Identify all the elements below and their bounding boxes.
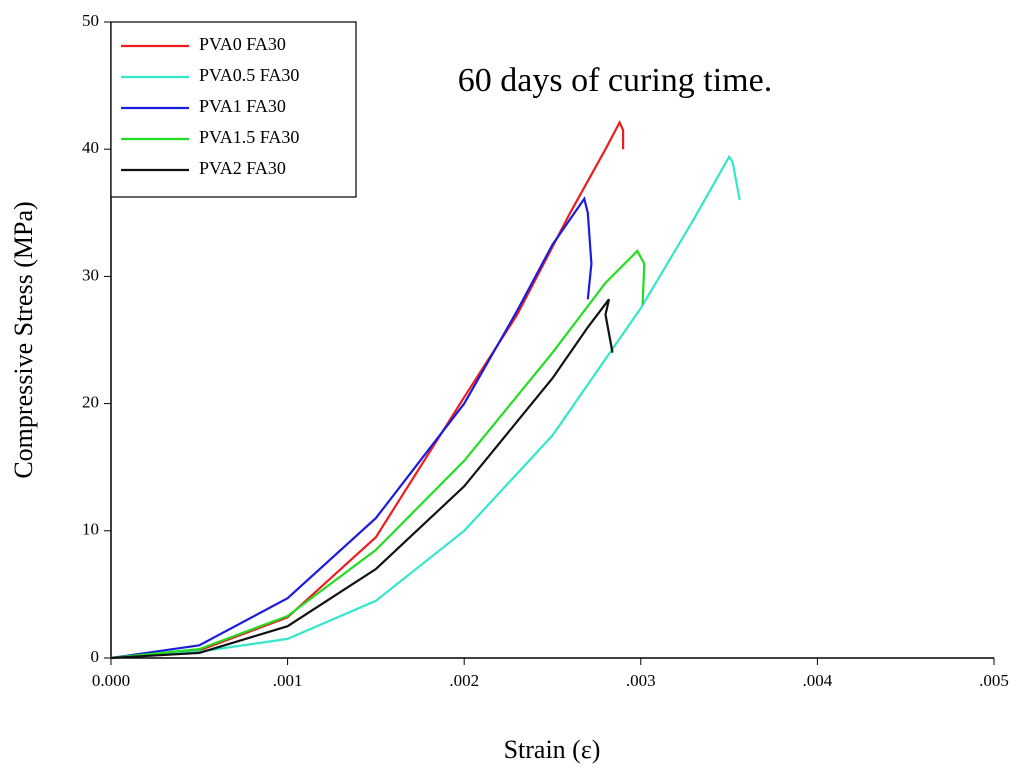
x-tick-label: .001 (273, 671, 303, 690)
legend-label: PVA0.5 FA30 (199, 65, 299, 85)
y-tick-label: 50 (82, 11, 99, 30)
x-tick-label: 0.000 (92, 671, 130, 690)
y-tick-label: 10 (82, 520, 99, 539)
series-line (110, 196, 593, 660)
legend-box (110, 21, 357, 198)
x-tick-label: .002 (449, 671, 479, 690)
series-line (110, 249, 646, 660)
y-tick-label: 40 (82, 138, 99, 157)
y-tick-label: 30 (82, 265, 99, 284)
y-axis-label: Compressive Stress (MPa) (9, 201, 38, 478)
series-line (110, 120, 625, 660)
legend-label: PVA1 FA30 (199, 96, 286, 116)
legend-label: PVA1.5 FA30 (199, 127, 299, 147)
x-tick-label: .004 (803, 671, 833, 690)
x-tick-label: .003 (626, 671, 656, 690)
legend-label: PVA2 FA30 (199, 158, 286, 178)
series-line (110, 298, 614, 660)
legend-label: PVA0 FA30 (199, 34, 286, 54)
x-tick-label: .005 (979, 671, 1009, 690)
x-axis-label: Strain (ε) (504, 735, 601, 764)
series-line (110, 154, 741, 660)
annotation: 60 days of curing time. (458, 62, 772, 99)
y-tick-label: 20 (82, 393, 99, 412)
y-tick-label: 0 (91, 647, 100, 666)
